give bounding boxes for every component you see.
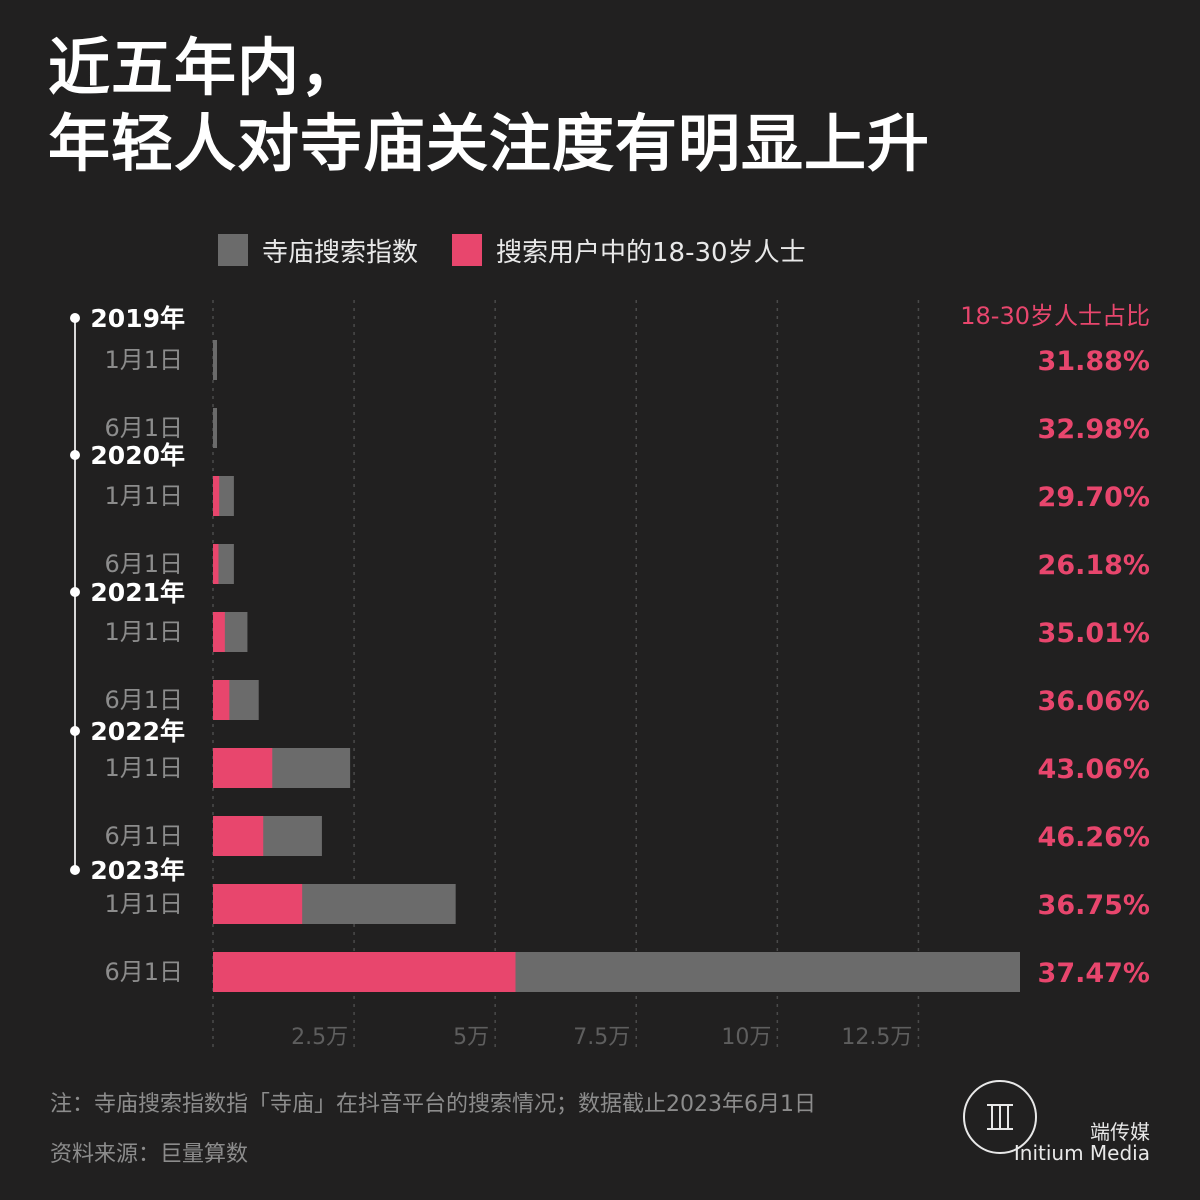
share-label: 31.88% <box>1038 346 1150 377</box>
legend-swatch-pink <box>452 234 483 266</box>
date-label: 6月1日 <box>104 550 183 578</box>
bar-young-users <box>213 476 220 516</box>
timeline-dot <box>70 450 80 460</box>
timeline-dot <box>70 587 80 597</box>
x-tick-label: 12.5万 <box>841 1025 912 1050</box>
bar-young-users <box>213 884 303 924</box>
footnote: 注：寺庙搜索指数指「寺庙」在抖音平台的搜索情况；数据截止2023年6月1日 <box>50 1092 816 1117</box>
date-label: 6月1日 <box>104 686 183 714</box>
title-line-2: 年轻人对寺庙关注度有明显上升 <box>48 107 931 180</box>
timeline-dot <box>70 726 80 736</box>
bar-young-users <box>213 748 273 788</box>
x-tick-label: 10万 <box>721 1025 771 1050</box>
bar-temple-index <box>213 408 217 448</box>
share-label: 43.06% <box>1038 754 1150 785</box>
share-label: 26.18% <box>1038 550 1150 581</box>
brand-name-cn: 端传媒 <box>1090 1120 1150 1144</box>
x-tick-label: 5万 <box>453 1025 489 1050</box>
year-label: 2021年 <box>90 578 185 607</box>
legend-label-temple-index: 寺庙搜索指数 <box>262 237 419 268</box>
share-label: 37.47% <box>1038 958 1150 989</box>
bar-young-users <box>213 544 219 584</box>
date-label: 1月1日 <box>104 754 183 782</box>
date-label: 1月1日 <box>104 482 183 510</box>
date-label: 6月1日 <box>104 414 183 442</box>
date-label: 1月1日 <box>104 618 183 646</box>
share-label: 35.01% <box>1038 618 1150 649</box>
bar-young-users <box>213 680 230 720</box>
bar-temple-index <box>213 340 217 380</box>
initium-logo-icon <box>963 1080 1037 1154</box>
bar-young-users <box>213 816 264 856</box>
year-label: 2019年 <box>90 304 185 333</box>
bar-young-users <box>213 952 516 992</box>
share-label: 32.98% <box>1038 414 1150 445</box>
date-label: 6月1日 <box>104 958 183 986</box>
chart-title: 近五年内， 年轻人对寺庙关注度有明显上升 <box>48 30 1148 182</box>
date-label: 6月1日 <box>104 822 183 850</box>
timeline-dot <box>70 313 80 323</box>
bar-young-users <box>213 612 225 652</box>
legend-label-young-users: 搜索用户中的18-30岁人士 <box>496 237 806 268</box>
legend-item-temple-index: 寺庙搜索指数 <box>218 232 418 269</box>
legend: 寺庙搜索指数 搜索用户中的18-30岁人士 <box>218 232 840 268</box>
timeline-dot <box>70 865 80 875</box>
legend-swatch-gray <box>218 234 248 266</box>
date-label: 1月1日 <box>104 890 183 918</box>
source-note: 资料来源：巨量算数 <box>50 1142 249 1167</box>
date-label: 1月1日 <box>104 346 183 374</box>
share-label: 29.70% <box>1038 482 1150 513</box>
share-label: 36.75% <box>1038 890 1150 921</box>
year-label: 2023年 <box>90 856 185 885</box>
year-label: 2020年 <box>90 441 185 470</box>
year-label: 2022年 <box>90 717 185 746</box>
share-column-header: 18-30岁人士占比 <box>960 302 1150 330</box>
share-label: 46.26% <box>1038 822 1150 853</box>
x-tick-label: 2.5万 <box>291 1025 348 1050</box>
x-tick-label: 7.5万 <box>573 1025 630 1050</box>
title-line-1: 近五年内， <box>48 31 364 104</box>
brand-name-en: Initium Media <box>1013 1141 1150 1165</box>
share-label: 36.06% <box>1038 686 1150 717</box>
legend-item-young-users: 搜索用户中的18-30岁人士 <box>452 232 806 269</box>
